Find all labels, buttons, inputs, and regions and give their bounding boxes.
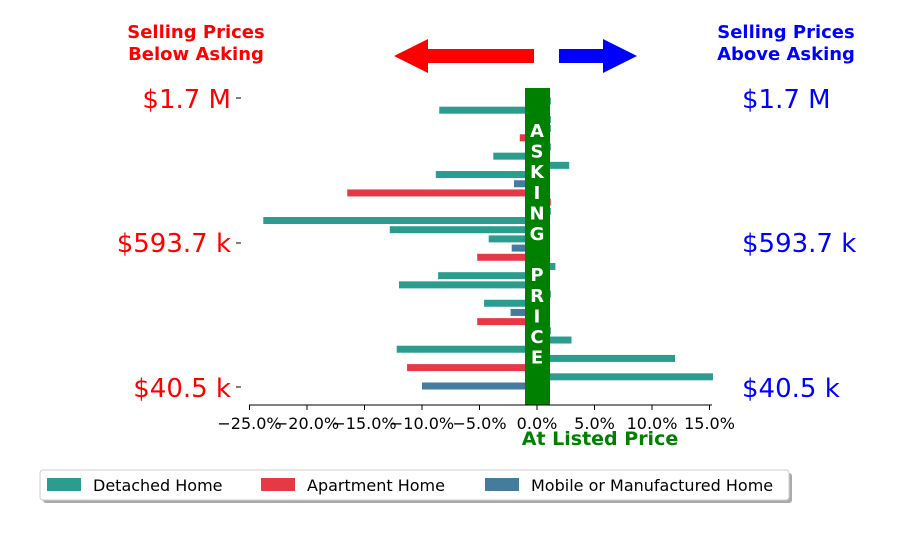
- band-letter: P: [530, 265, 543, 286]
- bar: [438, 272, 537, 280]
- bar: [407, 364, 537, 372]
- x-tick-label: 5.0%: [574, 414, 615, 433]
- bar: [537, 354, 675, 362]
- band-letter: N: [529, 203, 544, 224]
- bar: [439, 106, 537, 114]
- legend: Detached Home Apartment Home Mobile or M…: [39, 469, 792, 503]
- x-tick-label: −25.0%: [217, 414, 281, 433]
- bar: [537, 373, 713, 381]
- band-letter: R: [530, 286, 544, 307]
- bar: [422, 382, 537, 390]
- legend-label-detached: Detached Home: [93, 476, 223, 495]
- header-left-line1: Selling Prices: [127, 22, 264, 43]
- arrow-left-icon: [394, 39, 534, 73]
- y-label-left-bottom: $40.5 k: [133, 374, 231, 404]
- legend-label-apartment: Apartment Home: [307, 476, 445, 495]
- band-letter: A: [530, 121, 544, 142]
- x-tick-label: 0.0%: [517, 414, 558, 433]
- x-axis-label: At Listed Price: [522, 428, 678, 450]
- band-letter: S: [531, 142, 544, 163]
- y-label-right-top: $1.7 M: [742, 85, 831, 115]
- legend-label-mobile: Mobile or Manufactured Home: [531, 476, 773, 495]
- bar: [477, 318, 537, 326]
- x-tick-label: −20.0%: [275, 414, 339, 433]
- y-label-right-mid: $593.7 k: [742, 229, 856, 259]
- bar: [511, 244, 537, 252]
- band-letter: I: [534, 183, 541, 204]
- bar: [493, 152, 537, 160]
- legend-box: [39, 469, 790, 501]
- x-tick-label: −10.0%: [390, 414, 454, 433]
- bar: [477, 253, 537, 261]
- y-label-right-bottom: $40.5 k: [742, 374, 840, 404]
- bar: [537, 161, 570, 169]
- bar: [510, 308, 537, 316]
- x-tick-label: 10.0%: [627, 414, 678, 433]
- bars-layer: [263, 97, 713, 390]
- band-letter: I: [534, 306, 541, 327]
- header-right-line2: Above Asking: [717, 44, 855, 65]
- band-letter: G: [530, 224, 545, 245]
- x-tick-label: −15.0%: [332, 414, 396, 433]
- header-left-line2: Below Asking: [128, 44, 264, 65]
- arrow-right-icon: [559, 39, 637, 73]
- band-letter: K: [530, 162, 545, 183]
- asking-price-band: [525, 88, 550, 405]
- y-label-left-mid: $593.7 k: [117, 229, 231, 259]
- bar: [263, 217, 537, 225]
- legend-swatch-mobile: [485, 478, 519, 491]
- x-tick-label: −5.0%: [452, 414, 506, 433]
- bar: [537, 336, 572, 344]
- x-ticks: −25.0%−20.0%−15.0%−10.0%−5.0% 0.0% 5.0% 10.…: [217, 405, 735, 433]
- band-letter: C: [530, 327, 543, 348]
- legend-swatch-apartment: [261, 478, 295, 491]
- x-tick-label: 15.0%: [684, 414, 735, 433]
- header-right-line1: Selling Prices: [717, 22, 854, 43]
- bar: [347, 189, 537, 197]
- band-letter: E: [531, 348, 543, 369]
- bar: [435, 171, 537, 179]
- bar: [389, 226, 537, 234]
- bar: [484, 299, 537, 307]
- bar: [396, 345, 537, 353]
- y-label-left-top: $1.7 M: [142, 85, 231, 115]
- legend-swatch-detached: [47, 478, 81, 491]
- bar: [399, 281, 537, 289]
- bar: [488, 235, 537, 243]
